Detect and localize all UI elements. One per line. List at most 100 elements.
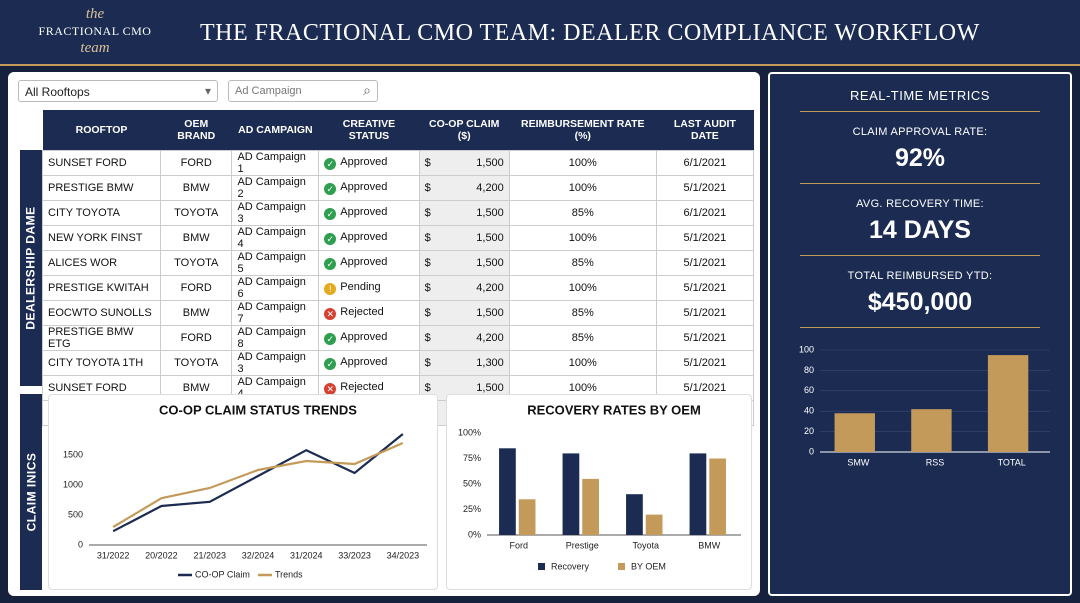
x-tick-label: 32/2024: [242, 550, 275, 560]
y-tick-label: 50%: [463, 478, 481, 488]
x-tick-label: 31/2022: [97, 550, 130, 560]
side-label-text: DEALERSHIP DAME: [24, 206, 39, 330]
bar: [562, 453, 580, 535]
currency: $: [424, 381, 431, 394]
table-cell: TOYOTA: [160, 199, 233, 226]
metric-label: CLAIM APPROVAL RATE:: [852, 126, 988, 138]
table-cell: BMW: [160, 174, 233, 201]
table-cell: AD Campaign 3: [231, 199, 320, 226]
rooftop-select[interactable]: All Rooftops: [18, 80, 218, 102]
column-header: AD CAMPAIGN: [231, 110, 319, 150]
table-cell: AD Campaign 5: [231, 249, 320, 276]
y-tick-label: 60: [804, 385, 814, 395]
side-label: CLAIM INICS: [20, 394, 42, 590]
status-icon: [324, 207, 337, 220]
claim-cell: $4,200: [418, 324, 510, 351]
status-cell: Approved: [318, 149, 420, 176]
claim-cell: $4,200: [418, 274, 510, 301]
table-cell: 85%: [508, 199, 657, 226]
metric: TOTAL REIMBURSED YTD: $450,000: [800, 256, 1040, 328]
table-cell: 5/1/2021: [655, 349, 755, 376]
column-header: LAST AUDIT DATE: [656, 110, 754, 150]
search-box[interactable]: Ad Campaign: [228, 80, 378, 102]
status-icon: [324, 282, 337, 295]
status-icon: [324, 332, 337, 345]
claim-cell: $4,200: [418, 174, 510, 201]
table-cell: 5/1/2021: [655, 249, 755, 276]
table-cell: 100%: [508, 274, 657, 301]
table-cell: FORD: [160, 324, 233, 351]
x-tick-label: 34/2023: [387, 550, 420, 560]
status-cell: Rejected: [318, 299, 420, 326]
chart-title: RECOVERY RATES BY OEM: [527, 402, 701, 417]
legend-label: Trends: [275, 569, 303, 579]
claim-cell: $1,500: [418, 299, 510, 326]
legend-swatch: [618, 563, 625, 570]
claim-amount: 1,500: [476, 231, 504, 244]
table-cell: 5/1/2021: [655, 174, 755, 201]
column-header: OEM BRAND: [160, 110, 232, 150]
bar: [499, 448, 516, 535]
metrics-title: REAL-TIME METRICS: [800, 88, 1040, 112]
currency: $: [424, 231, 431, 244]
table-cell: 5/1/2021: [655, 224, 755, 251]
table-cell: 100%: [508, 174, 657, 201]
currency: $: [424, 181, 431, 194]
status-cell: Approved: [318, 324, 420, 351]
x-tick-label: RSS: [926, 457, 945, 467]
table-cell: CITY TOYOTA: [41, 199, 162, 226]
column-header: CO-OP CLAIM ($): [419, 110, 510, 150]
line-chart-box: CO-OP CLAIM STATUS TRENDS 0 500 1000 1500 31/…: [48, 394, 438, 590]
table-cell: PRESTIGE KWITAH: [41, 274, 162, 301]
metric-value: 92%: [894, 144, 946, 172]
claim-amount: 1,500: [476, 381, 504, 394]
table-cell: EOCWTO SUNOLLS: [41, 299, 162, 326]
x-tick-label: TOTAL: [998, 457, 1026, 467]
status-text: Pending: [340, 280, 381, 293]
bar-chart: RECOVERY RATES BY OEM 0% 25% 50% 75% 100% Ford…: [458, 402, 741, 571]
table-cell: PRESTIGE BMW: [41, 174, 162, 201]
main-panel: All Rooftops Ad Campaign DEALERSHIP DAME…: [8, 72, 760, 596]
status-text: Rejected: [340, 305, 384, 318]
claim-cell: $1,500: [418, 249, 510, 276]
currency: $: [424, 306, 431, 319]
status-icon: [324, 357, 337, 370]
table-cell: FORD: [160, 149, 233, 176]
x-tick-label: 31/2024: [290, 550, 323, 560]
y-tick-label: 75%: [463, 453, 481, 463]
table-cell: AD Campaign 8: [231, 324, 320, 351]
status-cell: Pending: [318, 274, 420, 301]
status-icon: [324, 257, 337, 270]
y-tick-label: 20: [804, 426, 814, 436]
y-tick-label: 500: [68, 509, 83, 519]
logo-line: FRACTIONAL CMO: [38, 24, 152, 38]
logo-line: the: [85, 6, 105, 22]
metric-label: AVG. RECOVERY TIME:: [856, 198, 984, 210]
bar: [582, 478, 599, 535]
table-cell: AD Campaign 2: [231, 174, 320, 201]
status-icon: [324, 182, 337, 195]
status-cell: Approved: [318, 199, 420, 226]
x-tick-label: 20/2022: [145, 550, 178, 560]
table-cell: TOYOTA: [160, 349, 233, 376]
table-cell: TOYOTA: [160, 249, 233, 276]
table-cell: AD Campaign 1: [231, 149, 320, 176]
y-tick-label: 0: [78, 539, 83, 549]
x-tick-label: SMW: [847, 457, 870, 467]
table-cell: 5/1/2021: [655, 324, 755, 351]
currency: $: [424, 356, 431, 369]
currency: $: [424, 256, 431, 269]
table-cell: 85%: [508, 324, 657, 351]
status-text: Approved: [340, 330, 388, 343]
y-tick-label: 0: [809, 446, 814, 456]
status-cell: Approved: [318, 224, 420, 251]
x-tick-label: 21/2023: [193, 550, 226, 560]
table: ROOFTOP OEM BRAND AD CAMPAIGN CREATIVE STAT…: [41, 110, 755, 426]
status-text: Approved: [340, 355, 388, 368]
table-cell: BMW: [160, 299, 233, 326]
